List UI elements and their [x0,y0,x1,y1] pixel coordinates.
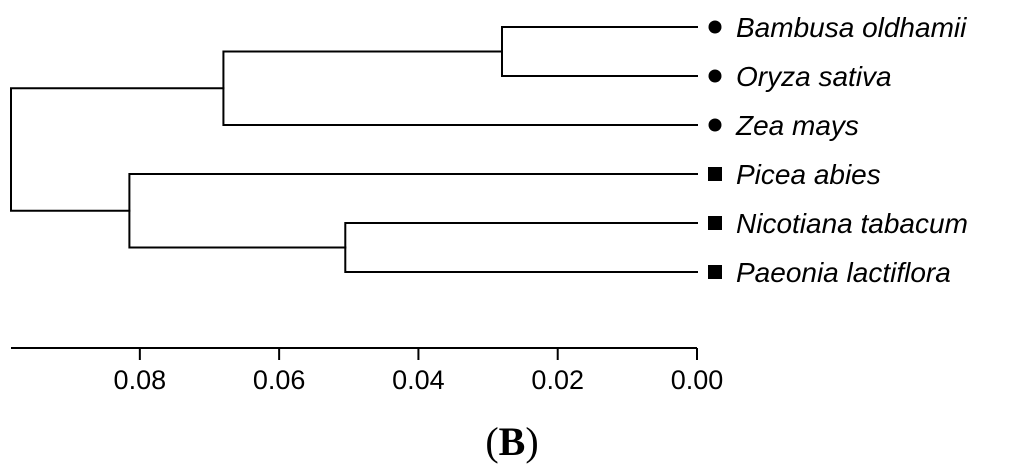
branch-n4 [128,173,698,249]
panel-close-paren: ) [525,419,538,464]
axis-tick-label-0: 0.08 [114,365,167,395]
leaf-label-paeonia-lactiflora: Paeonia lactiflora [736,257,951,288]
branch-n3 [344,222,698,273]
leaf-marker-zea-mays [708,118,722,132]
branch-n2 [222,50,698,126]
leaf-marker-nicotiana-tabacum [708,216,722,230]
panel-letter: B [499,419,526,464]
leaf-marker-bambusa-oldhamii [708,20,722,34]
leaf-marker-oryza-sativa [708,69,722,83]
axis-tick-label-2: 0.04 [392,365,445,395]
leaf-label-picea-abies: Picea abies [736,159,881,190]
axis-tick-label-3: 0.02 [531,365,584,395]
tree-branches [10,26,698,273]
leaf-label-zea-mays: Zea mays [735,110,859,141]
leaf-label-oryza-sativa: Oryza sativa [736,61,892,92]
branch-n1 [500,26,698,77]
leaf-marker-picea-abies [708,167,722,181]
taxon-leaves: Bambusa oldhamii Oryza sativa Zea mays Pice… [708,12,968,288]
panel-open-paren: ( [485,419,498,464]
panel-label: (B) [485,419,538,464]
axis-tick-label-4: 0.00 [671,365,724,395]
distance-axis: 0.08 0.06 0.04 0.02 0.00 [11,347,724,395]
axis-tick-label-1: 0.06 [253,365,306,395]
leaf-marker-paeonia-lactiflora [708,265,722,279]
leaf-label-nicotiana-tabacum: Nicotiana tabacum [736,208,968,239]
branch-root [10,87,225,212]
leaf-label-bambusa-oldhamii: Bambusa oldhamii [736,12,967,43]
